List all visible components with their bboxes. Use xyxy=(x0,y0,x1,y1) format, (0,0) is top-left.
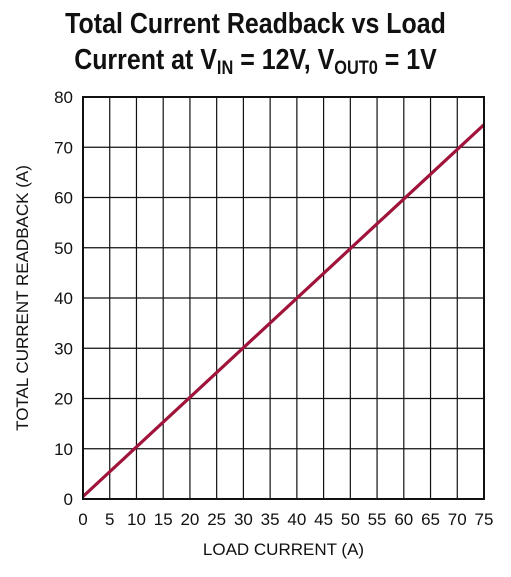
x-tick-label: 45 xyxy=(314,510,333,529)
plot-frame xyxy=(82,96,485,500)
y-tick-label: 40 xyxy=(54,289,73,308)
x-tick-label: 10 xyxy=(127,510,146,529)
y-tick-label: 70 xyxy=(54,138,73,157)
chart-title: Total Current Readback vs Load Current a… xyxy=(36,6,475,87)
y-tick-label: 30 xyxy=(54,339,73,358)
y-tick-label: 50 xyxy=(54,239,73,258)
y-tick-label: 10 xyxy=(54,440,73,459)
x-tick-label: 60 xyxy=(394,510,413,529)
x-tick-labels: 0 5 10 15 20 25 30 35 40 45 50 55 60 65 70 75 xyxy=(78,510,493,529)
y-tick-label: 80 xyxy=(54,88,73,107)
y-tick-labels: 0 10 20 30 40 50 60 70 80 xyxy=(54,88,73,509)
x-tick-label: 5 xyxy=(105,510,114,529)
x-tick-label: 75 xyxy=(475,510,494,529)
x-tick-label: 30 xyxy=(234,510,253,529)
x-tick-label: 65 xyxy=(421,510,440,529)
x-tick-label: 15 xyxy=(154,510,173,529)
y-tick-label: 20 xyxy=(54,390,73,409)
x-tick-label: 20 xyxy=(180,510,199,529)
y-tick-label: 60 xyxy=(54,189,73,208)
x-tick-label: 55 xyxy=(368,510,387,529)
series-group xyxy=(81,123,486,498)
y-tick-label: 0 xyxy=(64,490,73,509)
x-tick-label: 70 xyxy=(448,510,467,529)
series-line xyxy=(81,123,486,498)
x-tick-label: 35 xyxy=(261,510,280,529)
title-line-1: Total Current Readback vs Load xyxy=(65,8,446,40)
x-axis-label: LOAD CURRENT (A) xyxy=(203,540,364,559)
x-tick-label: 25 xyxy=(207,510,226,529)
y-axis-label: TOTAL CURRENT READBACK (A) xyxy=(13,165,32,431)
title-line-2: Current at VIN = 12V, VOUT0 = 1V xyxy=(74,44,437,79)
x-tick-label: 40 xyxy=(287,510,306,529)
x-tick-label: 0 xyxy=(78,510,87,529)
x-tick-label: 50 xyxy=(341,510,360,529)
